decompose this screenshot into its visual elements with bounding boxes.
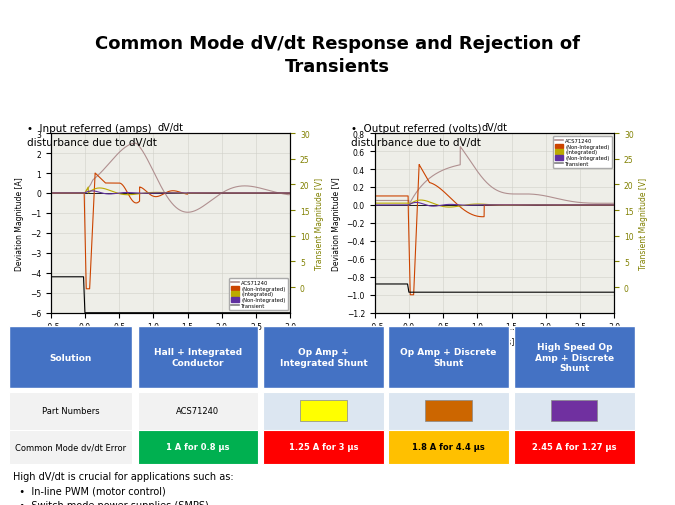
Bar	[263, 430, 384, 464]
X-axis label: Time [µs]: Time [µs]	[151, 337, 190, 346]
Title: dV/dt: dV/dt	[481, 123, 508, 133]
Bar	[138, 327, 258, 388]
Bar	[9, 327, 132, 388]
X-axis label: Time [µs]: Time [µs]	[475, 337, 514, 346]
Bar	[138, 392, 258, 430]
Y-axis label: Transient Magnitude [V]: Transient Magnitude [V]	[639, 177, 648, 270]
Bar	[388, 392, 509, 430]
Y-axis label: Deviation Magnitude [V]: Deviation Magnitude [V]	[332, 177, 341, 270]
Bar	[9, 430, 132, 464]
Text: 1.25 A for 3 µs: 1.25 A for 3 µs	[289, 442, 358, 451]
Bar	[300, 400, 347, 421]
Bar	[388, 430, 509, 464]
Bar	[138, 430, 258, 464]
Text: 1 A for 0.8 µs: 1 A for 0.8 µs	[166, 442, 230, 451]
Text: ACS71240: ACS71240	[176, 407, 219, 415]
Text: Hall + Integrated
Conductor: Hall + Integrated Conductor	[154, 347, 242, 368]
Legend: ACS71240, (Non-Integrated), (Integrated), (Non-Integrated), Transient: ACS71240, (Non-Integrated), (Integrated)…	[229, 278, 288, 311]
Text: 2.45 A for 1.27 µs: 2.45 A for 1.27 µs	[532, 442, 616, 451]
Text: Solution: Solution	[49, 353, 92, 362]
Bar	[514, 430, 634, 464]
Bar	[425, 400, 472, 421]
Bar	[263, 392, 384, 430]
Legend: ACS71240, (Non-Integrated), (Integrated), (Non-Integrated), Transient: ACS71240, (Non-Integrated), (Integrated)…	[553, 136, 612, 169]
Text: Part Numbers: Part Numbers	[42, 407, 99, 415]
Text: •  Input referred (amps)
disturbance due to dV/dt: • Input referred (amps) disturbance due …	[27, 124, 157, 147]
Bar	[263, 327, 384, 388]
Text: High dV/dt is crucial for applications such as:
  •  In-line PWM (motor control): High dV/dt is crucial for applications s…	[14, 471, 234, 505]
Y-axis label: Deviation Magnitude [A]: Deviation Magnitude [A]	[15, 177, 24, 270]
Y-axis label: Transient Magnitude [V]: Transient Magnitude [V]	[315, 177, 324, 270]
Text: High Speed Op
Amp + Discrete
Shunt: High Speed Op Amp + Discrete Shunt	[535, 342, 614, 373]
Text: Common Mode dv/dt Error: Common Mode dv/dt Error	[15, 442, 126, 451]
Text: 1.8 A for 4.4 µs: 1.8 A for 4.4 µs	[412, 442, 485, 451]
Bar	[514, 327, 634, 388]
Text: Op Amp + Discrete
Shunt: Op Amp + Discrete Shunt	[400, 347, 497, 368]
Bar	[9, 392, 132, 430]
Text: Common Mode dV/dt Response and Rejection of
Transients: Common Mode dV/dt Response and Rejection…	[95, 35, 580, 75]
Title: dV/dt: dV/dt	[157, 123, 184, 133]
Bar	[514, 392, 634, 430]
Bar	[551, 400, 597, 421]
Text: Op Amp +
Integrated Shunt: Op Amp + Integrated Shunt	[279, 347, 367, 368]
Bar	[388, 327, 509, 388]
Text: •  Output referred (volts)
disturbance due to dV/dt: • Output referred (volts) disturbance du…	[351, 124, 481, 147]
